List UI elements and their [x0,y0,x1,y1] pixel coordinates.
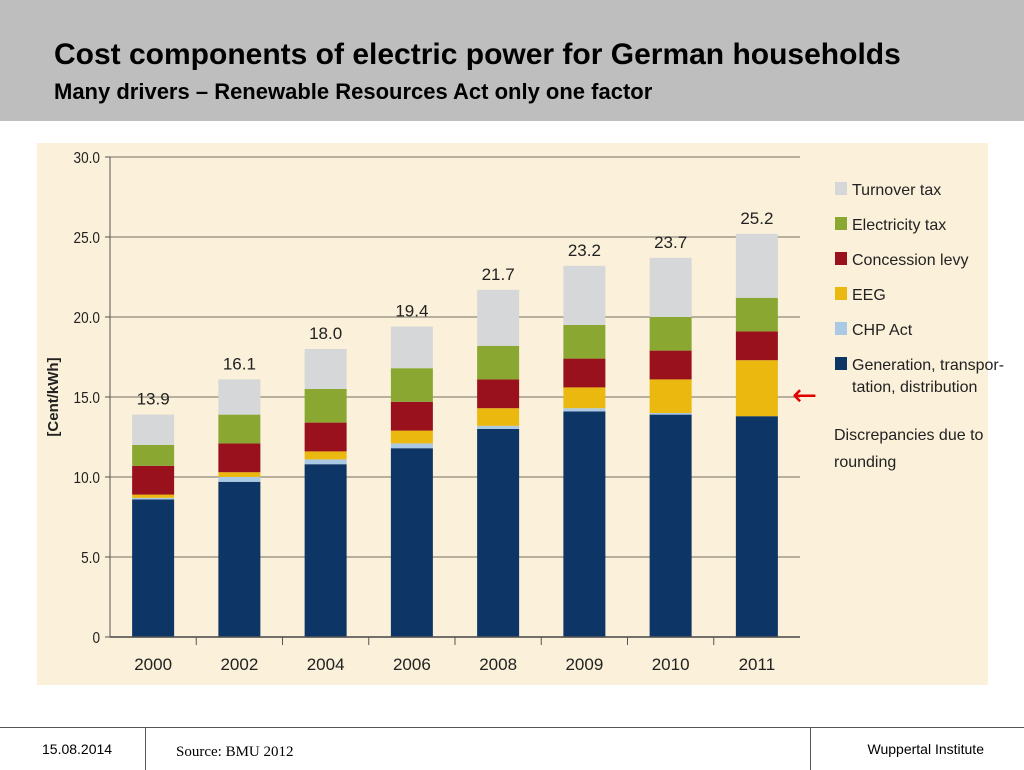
bar-segment-chp [218,477,261,482]
bar-segment-electricity [477,345,520,380]
footer-date: 15.08.2014 [42,741,113,757]
footer-separator [145,727,146,770]
bar-segment-chp [563,408,606,412]
bar-segment-electricity [563,325,606,359]
x-tick-label: 2010 [652,655,690,674]
bar-segment-chp [649,413,692,415]
bar-segment-chp [477,425,520,429]
bar-segment-generation [304,464,347,637]
bar-segment-turnover [304,349,347,389]
bar-segment-eeg [304,451,347,460]
y-tick-label: 20.0 [74,310,100,327]
bar-segment-turnover [735,233,778,298]
bar-total-label: 18.0 [309,324,342,343]
bar-total-label: 16.1 [223,354,256,373]
x-tick-label: 2006 [393,655,431,674]
legend-label: Generation, transpor-tation, distributio… [852,357,1004,396]
bar-segment-turnover [132,414,175,445]
bar-segment-electricity [649,317,692,351]
bar-segment-generation [132,499,175,637]
footer-divider [0,727,1024,728]
bar-segment-concession [218,443,261,473]
y-tick-label: 10.0 [74,470,100,487]
bar-segment-generation [735,416,778,637]
bar-segment-concession [649,350,692,380]
legend-label: Turnover tax [852,182,941,199]
x-tick-label: 2009 [565,655,603,674]
y-tick-label: 0 [92,630,100,647]
footer-source: Source: BMU 2012 [176,744,294,760]
legend-label: CHP Act [852,322,913,339]
bar-segment-turnover [563,265,606,325]
header-band: Cost components of electric power for Ge… [0,0,1024,121]
chart-note-line: rounding [834,454,896,471]
chart-note: Discrepancies due to rounding [834,427,984,471]
legend-label: Concession levy [852,252,969,269]
bar-total-label: 13.9 [137,390,170,409]
bar-segment-concession [563,358,606,388]
page-subtitle: Many drivers – Renewable Resources Act o… [54,79,653,104]
bar-segment-eeg [563,387,606,409]
bar-total-label: 23.2 [568,241,601,260]
bar-segment-electricity [735,297,778,332]
bar-segment-generation [218,481,261,637]
bar-segment-eeg [735,360,778,417]
bar-segment-turnover [390,326,433,369]
legend-label-line: Generation, transpor- [852,357,1004,374]
x-tick-label: 2004 [307,655,345,674]
bar-segment-electricity [132,445,175,466]
bar-segment-concession [390,401,433,431]
footer-institute: Wuppertal Institute [867,741,984,757]
bar-segment-concession [132,465,175,495]
bar-segment-electricity [390,368,433,402]
bar-segment-turnover [218,379,261,415]
y-tick-label: 15.0 [74,390,100,407]
y-tick-label: 30.0 [74,150,100,167]
chart-note-line: Discrepancies due to [834,427,984,444]
legend-swatch [835,217,847,230]
bar-segment-generation [477,429,520,637]
bar-segment-turnover [649,257,692,317]
legend-swatch [835,252,847,265]
bar-segment-electricity [218,414,261,444]
y-tick-label: 5.0 [81,550,100,567]
bar-segment-eeg [649,379,692,413]
y-tick-label: 25.0 [74,230,100,247]
bar-segment-chp [304,459,347,465]
bar-segment-generation [390,448,433,637]
page-title: Cost components of electric power for Ge… [54,38,901,71]
bar-segment-chp [132,497,175,500]
bar-segment-concession [304,422,347,452]
legend-swatch [835,182,847,195]
x-tick-label: 2008 [479,655,517,674]
bar-total-label: 25.2 [740,209,773,228]
bar-segment-concession [477,379,520,409]
legend-swatch [835,357,847,370]
y-axis-label: [Cent/kWh] [45,357,62,436]
x-tick-label: 2011 [739,655,776,674]
bar-total-label: 23.7 [654,233,687,252]
bar-total-label: 21.7 [482,265,515,284]
bar-segment-generation [649,414,692,637]
x-tick-label: 2002 [220,655,258,674]
bar-segment-electricity [304,389,347,423]
legend-label: Electricity tax [852,217,946,234]
bar-segment-eeg [218,472,261,477]
bar-total-label: 19.4 [395,302,428,321]
red-arrow-left-icon: ← [792,378,817,413]
legend-swatch [835,287,847,300]
legend-label-line: tation, distribution [852,379,977,396]
bar-segment-turnover [477,289,520,346]
x-tick-label: 2000 [134,655,172,674]
bar-segment-eeg [477,408,520,426]
footer-separator [810,727,811,770]
legend-label: EEG [852,287,886,304]
bar-segment-eeg [390,430,433,444]
bar-segment-concession [735,331,778,361]
bar-segment-eeg [132,494,175,498]
bar-segment-generation [563,411,606,637]
bar-segment-chp [390,443,433,449]
legend-swatch [835,322,847,335]
